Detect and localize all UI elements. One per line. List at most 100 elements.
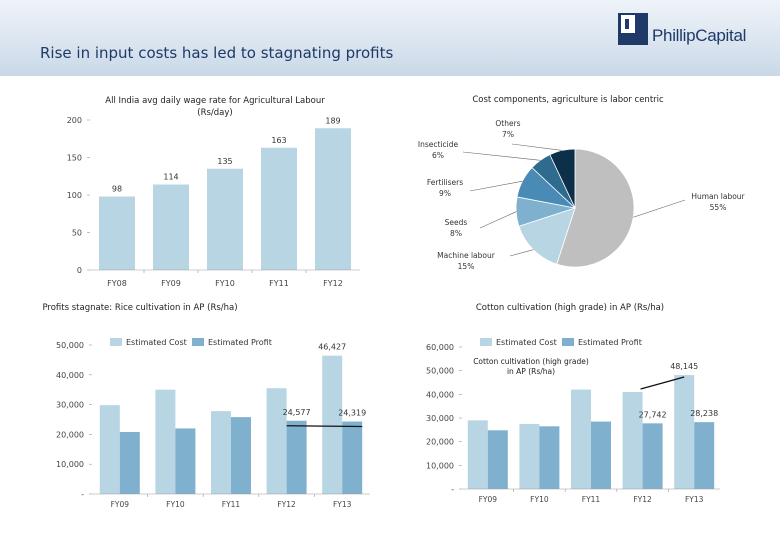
y-tick-label: 50,000 <box>56 341 84 350</box>
y-tick-label: 40,000 <box>426 390 454 399</box>
y-tick-label: - <box>451 485 454 494</box>
leader-line <box>462 151 541 161</box>
y-tick-label: 10,000 <box>56 460 84 469</box>
legend-swatch <box>110 338 122 346</box>
slice-value: 8% <box>450 229 462 238</box>
y-tick-label: 60,000 <box>426 343 454 352</box>
slice-label: Human labour <box>691 192 745 201</box>
data-label: 163 <box>271 136 286 145</box>
rice-cultivation-chart: Profits stagnate: Rice cultivation in AP… <box>42 303 370 509</box>
bar <box>674 375 695 489</box>
bar <box>487 430 508 489</box>
bar <box>119 432 140 494</box>
bar <box>571 389 591 489</box>
chart-title: Cotton cultivation (high grade) in AP (R… <box>476 303 664 313</box>
slice-value: 15% <box>458 262 475 271</box>
cost-components-pie-chart: Cost components, agriculture is labor ce… <box>418 95 746 271</box>
bar <box>155 389 176 494</box>
legend-swatch <box>480 338 492 346</box>
y-tick-label: 30,000 <box>426 414 454 423</box>
x-tick-label: FY10 <box>166 500 185 509</box>
x-tick-label: FY11 <box>269 279 289 288</box>
slice-value: 6% <box>432 151 444 160</box>
data-label: 27,742 <box>639 410 667 419</box>
x-tick-label: FY13 <box>333 500 352 509</box>
x-tick-label: FY12 <box>323 279 343 288</box>
chart-title-line-1: All India avg daily wage rate for Agricu… <box>105 96 325 106</box>
bar <box>175 428 196 494</box>
data-label: 189 <box>325 116 340 125</box>
bar <box>467 420 488 489</box>
bar <box>322 355 343 494</box>
slice-label: Seeds <box>445 218 468 227</box>
logo-text: PhillipCapital <box>652 26 747 45</box>
x-tick-label: FY11 <box>222 500 241 509</box>
x-tick-label: FY09 <box>111 500 130 509</box>
leader-line <box>509 249 534 257</box>
chart-title-line-2: (Rs/day) <box>197 108 232 118</box>
y-tick-label: 20,000 <box>56 430 84 439</box>
bar <box>519 423 540 489</box>
slice-value: 7% <box>502 130 514 139</box>
cotton-cultivation-chart: Cotton cultivation (high grade) in AP (R… <box>426 303 720 504</box>
legend-label: Estimated Profit <box>578 338 642 347</box>
leader-line <box>469 180 523 192</box>
trend-line <box>286 425 363 428</box>
trend-line <box>640 376 685 390</box>
wage-rate-chart: All India avg daily wage rate for Agricu… <box>67 96 360 288</box>
slice-label: Insecticide <box>418 140 459 149</box>
slice-label: Others <box>495 119 520 128</box>
leader-line <box>479 211 517 229</box>
slice-value: 55% <box>710 203 727 212</box>
x-tick-label: FY12 <box>277 500 296 509</box>
x-tick-label: FY09 <box>161 279 181 288</box>
y-tick-label: - <box>81 490 84 499</box>
legend-label: Estimated Cost <box>126 338 187 347</box>
slice-label: Machine labour <box>437 251 496 260</box>
y-tick-label: 30,000 <box>56 401 84 410</box>
bar <box>642 423 663 489</box>
data-label: 28,238 <box>690 409 718 418</box>
slice-value: 9% <box>439 189 451 198</box>
x-tick-label: FY10 <box>215 279 235 288</box>
slice-label: Fertilisers <box>427 178 463 187</box>
data-label: 98 <box>112 185 122 194</box>
logo-mark-icon <box>618 13 648 45</box>
bar <box>286 420 307 494</box>
leader-line <box>633 199 686 218</box>
chart-title: Cost components, agriculture is labor ce… <box>472 95 664 105</box>
y-tick-label: 50,000 <box>426 367 454 376</box>
data-label: 24,577 <box>283 408 311 417</box>
y-tick-label: 150 <box>67 154 82 163</box>
header-band: Rise in input costs has led to stagnatin… <box>0 0 780 76</box>
y-tick-label: 50 <box>72 229 82 238</box>
x-tick-label: FY10 <box>530 495 549 504</box>
bar <box>342 421 363 494</box>
page-title: Rise in input costs has led to stagnatin… <box>40 44 394 62</box>
bar <box>207 168 243 270</box>
y-tick-label: 100 <box>67 191 82 200</box>
pie-slice <box>549 148 576 209</box>
chart-title: Profits stagnate: Rice cultivation in AP… <box>42 303 237 313</box>
y-tick-label: 40,000 <box>56 371 84 380</box>
x-tick-label: FY11 <box>582 495 601 504</box>
bar <box>622 391 643 489</box>
bar <box>315 128 351 270</box>
leader-line <box>511 143 563 151</box>
y-tick-label: 10,000 <box>426 461 454 470</box>
legend-label: Estimated Cost <box>496 338 557 347</box>
bar <box>211 411 231 494</box>
data-label: 24,319 <box>338 409 366 418</box>
inner-title-line-1: Cotton cultivation (high grade) <box>473 357 589 366</box>
data-label: 48,145 <box>670 362 698 371</box>
bar <box>539 426 560 489</box>
y-tick-label: 0 <box>77 266 82 275</box>
legend-swatch <box>562 338 574 346</box>
bar <box>591 421 611 489</box>
bar <box>261 147 297 270</box>
bar <box>99 196 135 270</box>
bar <box>153 184 189 270</box>
x-tick-label: FY12 <box>633 495 652 504</box>
phillipcapital-logo: PhillipCapital <box>618 12 746 46</box>
x-tick-label: FY08 <box>107 279 127 288</box>
